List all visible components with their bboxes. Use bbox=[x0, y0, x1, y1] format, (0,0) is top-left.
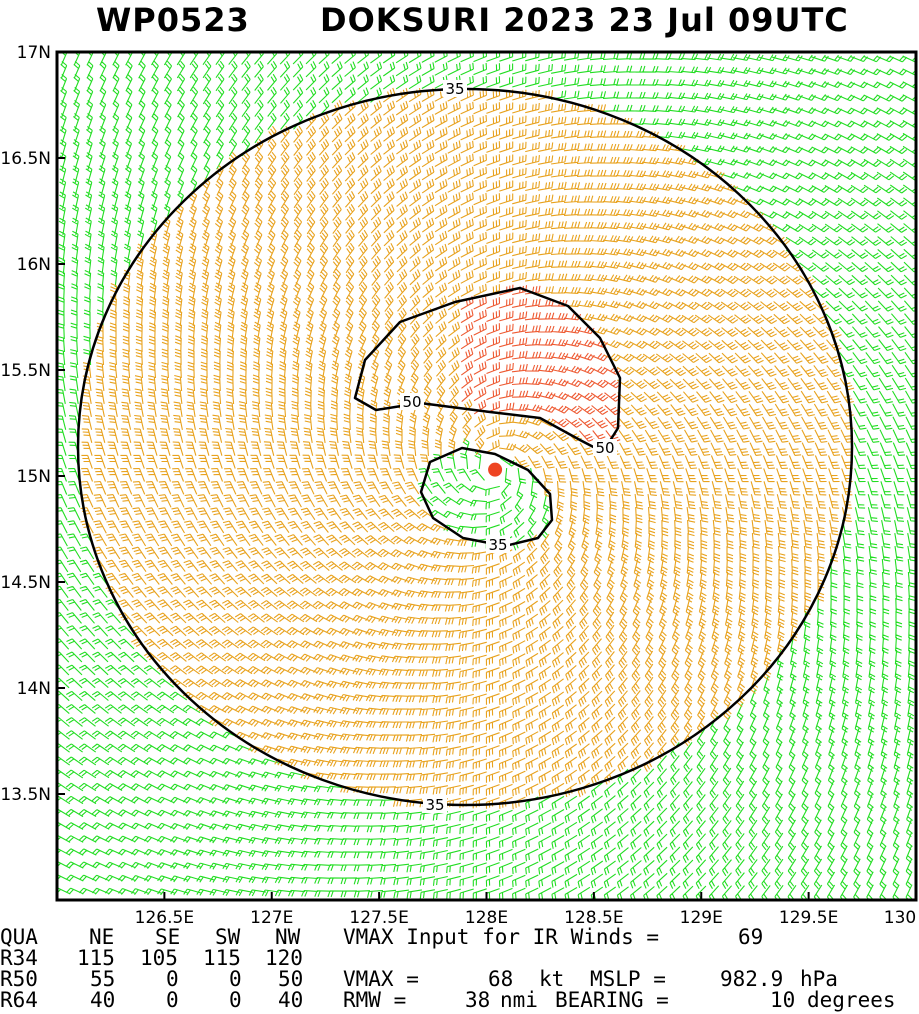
storm-id: WP0523 bbox=[96, 1, 250, 39]
lat-tick-label: 16.5N bbox=[0, 149, 51, 169]
nmi-label: nmi bbox=[500, 988, 538, 1012]
storm-center-marker bbox=[488, 462, 503, 477]
contour-label: 35 bbox=[425, 796, 444, 814]
contour-label: 35 bbox=[488, 536, 507, 554]
r50-nw: 50 bbox=[278, 967, 304, 991]
contour-label-bg bbox=[486, 536, 510, 553]
lon-tick-label: 127E bbox=[250, 908, 293, 925]
contour-35-inner bbox=[419, 446, 554, 548]
bearing-value: 10 bbox=[770, 988, 796, 1012]
bearing-label: BEARING = bbox=[555, 988, 669, 1012]
lat-tick-label: 14.5N bbox=[0, 573, 51, 593]
r50-sw: 0 bbox=[229, 967, 242, 991]
lat-tick-label: 15N bbox=[17, 467, 51, 487]
r64-label: R64 bbox=[0, 988, 38, 1012]
wind-radii-info: QUA NE SE SW NW VMAX Input for IR Winds … bbox=[0, 925, 919, 1014]
kt-label: kt bbox=[539, 967, 565, 991]
mslp-label: MSLP = bbox=[590, 967, 666, 991]
mslp-unit: hPa bbox=[800, 967, 838, 991]
rmw-value: 38 bbox=[465, 988, 491, 1012]
lat-tick-label: 16N bbox=[17, 255, 51, 275]
r34-se: 105 bbox=[140, 946, 178, 970]
lat-tick-label: 14N bbox=[17, 679, 51, 699]
strong-wind-barbs bbox=[460, 284, 622, 443]
lat-tick-label: 13.5N bbox=[0, 785, 51, 805]
lat-tick-label: 15.5N bbox=[0, 361, 51, 381]
wind-barbs bbox=[57, 52, 916, 900]
vmax-label: VMAX = bbox=[343, 967, 419, 991]
r64-se: 0 bbox=[166, 988, 179, 1012]
r50-ne: 55 bbox=[90, 967, 116, 991]
storm-center bbox=[488, 462, 503, 477]
mslp-value: 982.9 bbox=[720, 967, 784, 991]
contour-label-bg bbox=[400, 393, 424, 410]
rmw-label: RMW = bbox=[343, 988, 407, 1012]
lon-tick-label: 126.5E bbox=[135, 908, 194, 925]
contour-label: 35 bbox=[445, 80, 464, 98]
axis-ticks: 126.5E 127E 127.5E 128E 128.5E 129E 129.5E 130 1… bbox=[0, 43, 917, 925]
r64-sw: 0 bbox=[229, 988, 242, 1012]
lon-tick-label: 129.5E bbox=[779, 908, 838, 925]
wind-contours: 35 35 50 50 35 bbox=[76, 80, 854, 814]
r64-ne: 40 bbox=[90, 988, 116, 1012]
lon-tick-label: 128E bbox=[465, 908, 508, 925]
r50-label: R50 bbox=[0, 967, 38, 991]
contour-50 bbox=[353, 286, 622, 454]
vmax-value: 68 bbox=[488, 967, 514, 991]
r64-nw: 40 bbox=[278, 988, 304, 1012]
r34-ne: 115 bbox=[77, 946, 115, 970]
contour-label-bg bbox=[593, 439, 617, 456]
contour-label: 50 bbox=[595, 439, 614, 457]
sw-header: SW bbox=[215, 925, 241, 949]
contour-label-bg bbox=[423, 796, 447, 813]
weak-wind-barbs bbox=[57, 52, 916, 900]
nw-header: NW bbox=[275, 925, 301, 949]
contour-label-bg bbox=[443, 80, 467, 97]
contour-label: 50 bbox=[402, 393, 421, 411]
vmax-input-label: VMAX Input for IR Winds = bbox=[343, 925, 660, 949]
r34-sw: 115 bbox=[203, 946, 241, 970]
se-header: SE bbox=[155, 925, 181, 949]
tropical-storm-wind-barbs bbox=[80, 87, 855, 810]
r34-nw: 120 bbox=[265, 946, 303, 970]
wind-barb-map: 35 35 50 50 35 126.5E 127E 127.5E 128E 128.5E 129… bbox=[0, 43, 918, 925]
vmax-input-value: 69 bbox=[738, 925, 764, 949]
lon-tick-label: 128.5E bbox=[564, 908, 623, 925]
chart-title: WP0523 DOKSURI 2023 23 Jul 09UTC bbox=[0, 0, 919, 44]
bearing-unit: degrees bbox=[807, 988, 896, 1012]
lon-tick-label: 129E bbox=[680, 908, 723, 925]
storm-name-date: DOKSURI 2023 23 Jul 09UTC bbox=[320, 1, 849, 39]
lat-tick-label: 17N bbox=[17, 43, 51, 63]
qua-header: QUA bbox=[0, 925, 38, 949]
r34-label: R34 bbox=[0, 946, 38, 970]
ne-header: NE bbox=[89, 925, 115, 949]
lon-tick-label: 127.5E bbox=[349, 908, 408, 925]
r50-se: 0 bbox=[166, 967, 179, 991]
lon-tick-label: 130 bbox=[884, 908, 916, 925]
